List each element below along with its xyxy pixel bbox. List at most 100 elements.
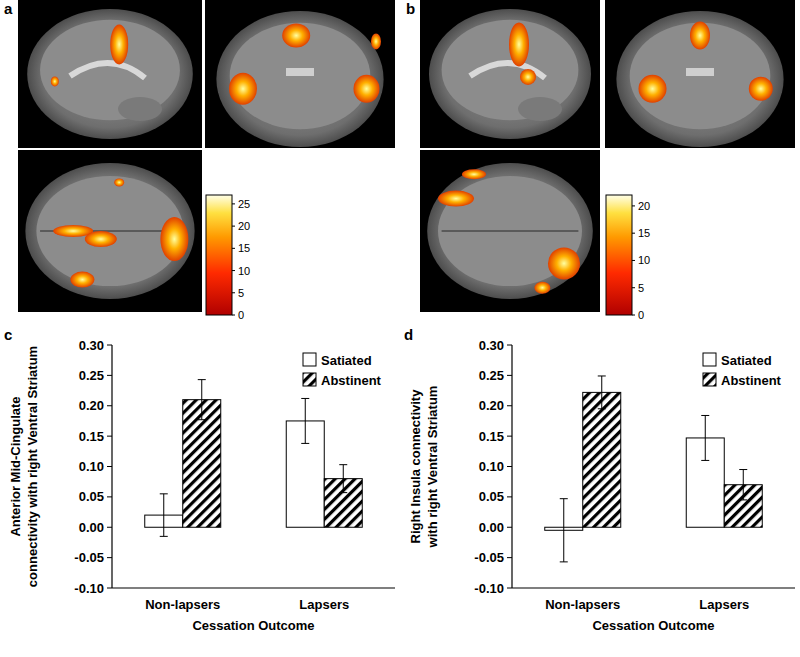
y-tick-label: 0.30 — [79, 338, 104, 353]
image-bg — [205, 0, 395, 148]
colorbar-tick-label: 10 — [238, 265, 250, 277]
error-cap — [198, 419, 206, 420]
error-cap — [739, 499, 747, 500]
y-tick — [107, 436, 112, 437]
y-tick — [107, 527, 112, 528]
error-bar — [739, 470, 747, 500]
error-cap — [198, 379, 206, 380]
error-cap — [301, 398, 309, 399]
colorbar-tick-label: 5 — [638, 282, 644, 294]
colorbar-tick — [232, 292, 235, 293]
error-cap — [160, 536, 168, 537]
legend-label: Abstinent — [321, 373, 382, 388]
colorbar-tick — [232, 226, 235, 227]
y-tick-label: 0.10 — [79, 459, 104, 474]
y-tick-label: 0.15 — [479, 429, 504, 444]
brain-image — [420, 0, 600, 148]
ventricles — [686, 68, 714, 76]
error-bar — [598, 376, 606, 409]
error-bar — [339, 465, 347, 493]
y-tick-label: 0.20 — [79, 398, 104, 413]
activation — [229, 73, 257, 105]
error-bar — [701, 415, 709, 460]
x-tick-label: Non-lapsers — [145, 597, 220, 612]
brain-image — [205, 0, 395, 148]
brain-image — [420, 150, 600, 312]
activation — [690, 22, 710, 50]
error-line — [563, 499, 564, 562]
y-tick-label: 0.05 — [79, 489, 104, 504]
error-line — [305, 398, 306, 443]
colorbar-tick-label: 15 — [238, 242, 250, 254]
y-tick-label: 0.20 — [479, 398, 504, 413]
error-cap — [339, 464, 347, 465]
brain — [442, 20, 579, 121]
y-tick — [107, 466, 112, 467]
activation — [282, 24, 310, 48]
error-line — [343, 465, 344, 493]
y-tick-label: 0.05 — [479, 489, 504, 504]
legend: SatiatedAbstinent — [703, 353, 782, 388]
y-tick — [507, 588, 512, 589]
y-tick-label: -0.05 — [74, 550, 104, 565]
activation — [509, 22, 529, 66]
colorbar: 0510152025 — [206, 195, 250, 321]
y-tick — [507, 557, 512, 558]
y-tick — [107, 405, 112, 406]
bar-chart: c-0.10-0.050.000.050.100.150.200.250.30N… — [4, 326, 395, 633]
panel-label: d — [404, 326, 413, 343]
activation — [51, 76, 59, 86]
activation — [438, 191, 474, 207]
y-tick — [107, 345, 112, 346]
y-tick — [107, 588, 112, 589]
error-cap — [598, 408, 606, 409]
x-axis-label: Cessation Outcome — [192, 618, 314, 633]
legend-swatch — [703, 373, 716, 386]
colorbar-tick — [632, 315, 635, 316]
colorbar-tick — [232, 203, 235, 204]
error-bar — [160, 494, 168, 537]
head — [429, 9, 591, 139]
colorbar-tick-label: 10 — [638, 254, 650, 266]
activation — [371, 33, 381, 49]
activation — [749, 77, 773, 101]
colorbar: 05101520 — [606, 195, 650, 321]
colorbar-tick — [632, 205, 635, 206]
error-cap — [739, 469, 747, 470]
colorbar-scale — [206, 195, 232, 315]
activation — [110, 24, 128, 64]
y-tick — [507, 405, 512, 406]
panel-label: b — [406, 0, 415, 17]
y-tick-label: -0.10 — [74, 581, 104, 596]
error-cap — [301, 443, 309, 444]
corpus-callosum — [70, 63, 145, 78]
y-tick-label: 0.15 — [79, 429, 104, 444]
image-bg — [605, 0, 795, 148]
head — [27, 9, 193, 139]
y-tick — [507, 527, 512, 528]
bar-chart: d-0.10-0.050.000.050.100.150.200.250.30N… — [404, 326, 795, 633]
error-cap — [701, 415, 709, 416]
image-bg — [420, 150, 600, 312]
colorbar-tick-label: 0 — [638, 309, 644, 321]
y-tick-label: -0.10 — [474, 581, 504, 596]
error-line — [705, 415, 706, 460]
panel-label: a — [4, 0, 13, 17]
colorbar-tick-label: 20 — [638, 200, 650, 212]
error-cap — [560, 561, 568, 562]
y-tick — [107, 557, 112, 558]
y-tick — [507, 496, 512, 497]
y-tick-label: -0.05 — [474, 550, 504, 565]
y-axis — [111, 345, 112, 588]
brain-image — [18, 0, 202, 148]
y-tick — [107, 496, 112, 497]
y-tick-label: 0.25 — [479, 368, 504, 383]
error-cap — [560, 498, 568, 499]
brain — [438, 176, 582, 286]
error-bar — [560, 499, 568, 562]
activation — [520, 69, 536, 85]
activation — [114, 178, 124, 186]
midline — [442, 230, 579, 232]
y-tick — [507, 375, 512, 376]
error-line — [743, 470, 744, 500]
